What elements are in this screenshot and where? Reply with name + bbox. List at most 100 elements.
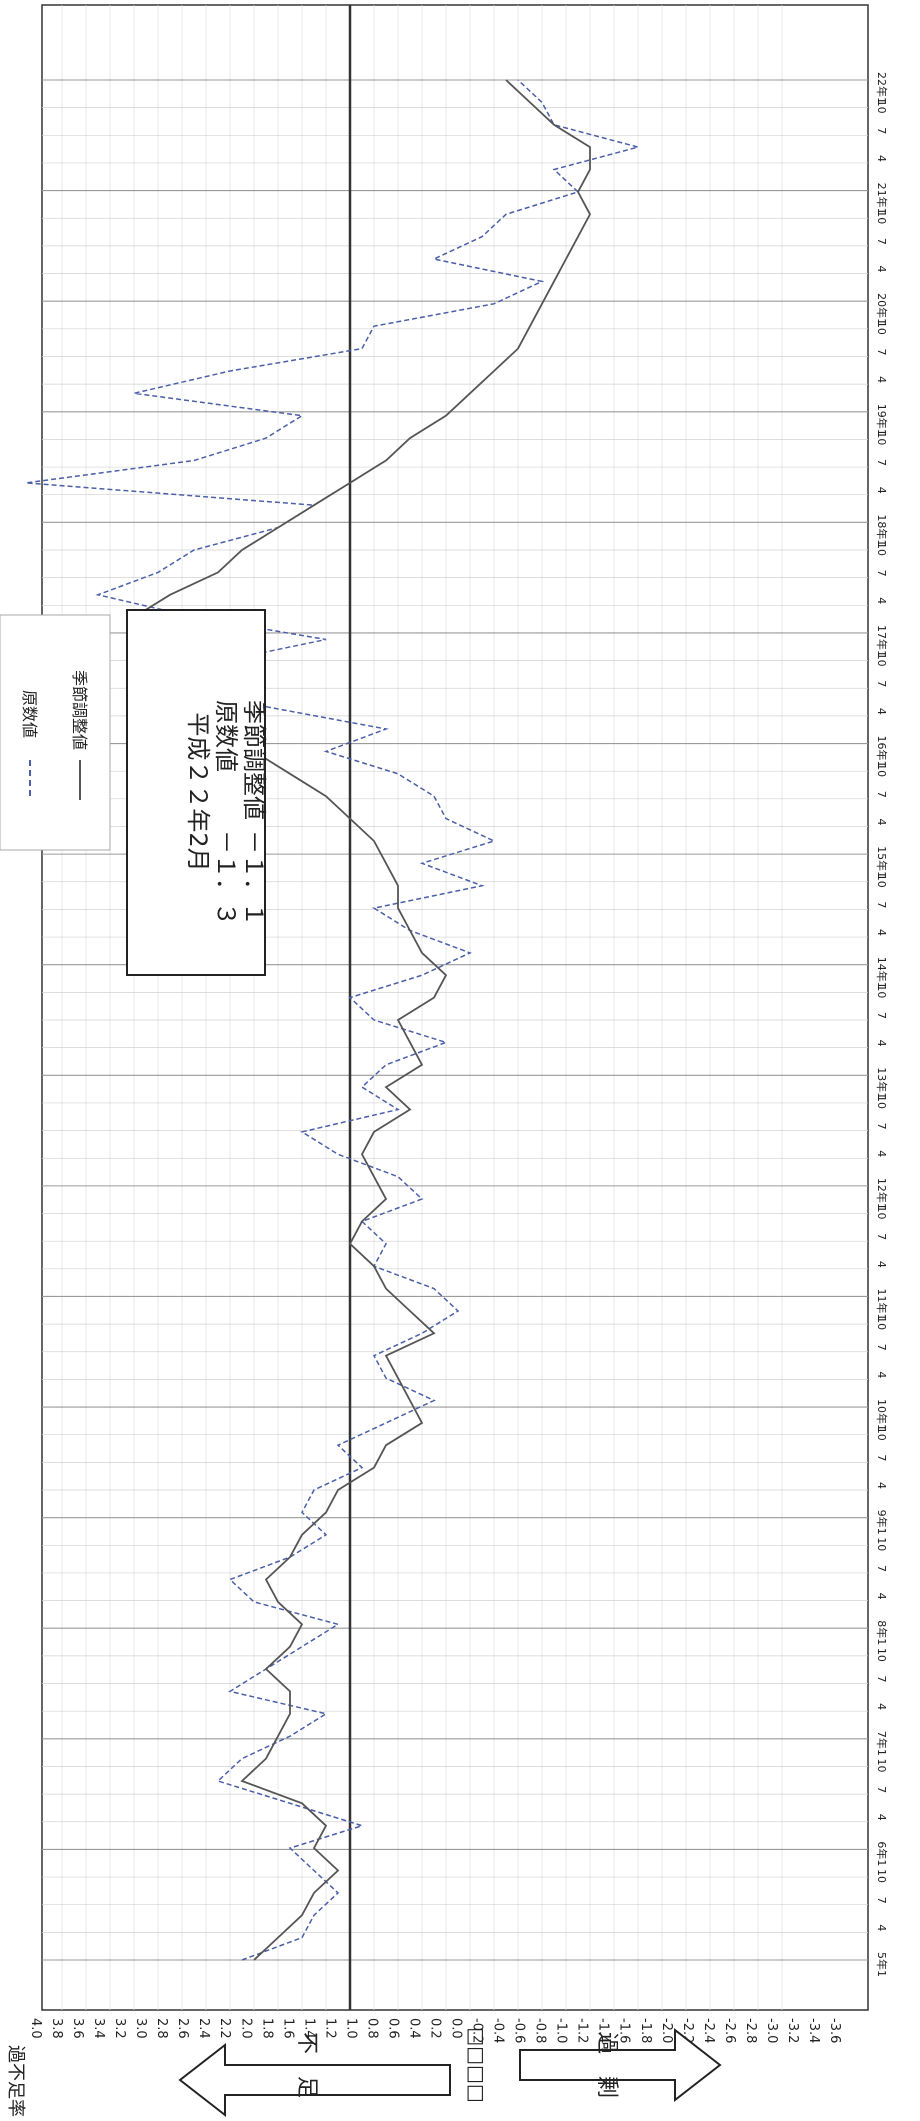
x-tick-label: 7	[875, 1676, 888, 1683]
x-tick-label: 10	[875, 1537, 888, 1551]
x-tick-label: 4	[875, 929, 888, 936]
y-tick-label: 1.6	[280, 2018, 295, 2039]
x-tick-label: 16年1	[875, 736, 889, 768]
y-tick-label: -0.6	[512, 2018, 527, 2043]
y-tick-label: 3.6	[70, 2018, 85, 2039]
annotation-raw-value: －１．３	[212, 830, 240, 926]
y-tick-label: 0.6	[385, 2018, 400, 2039]
x-tick-label: 4	[875, 1593, 888, 1600]
x-tick-label: 12年1	[875, 1178, 889, 1210]
y-tick-label: -1.2	[575, 2018, 590, 2043]
y-tick-label: 1.4	[301, 2018, 316, 2039]
y-tick-label: -0.8	[533, 2018, 548, 2043]
x-tick-label: 4	[875, 1371, 888, 1378]
x-tick-label: 4	[875, 1150, 888, 1157]
x-tick-label: 10	[875, 874, 888, 888]
x-tick-label: 22年1	[875, 72, 889, 104]
annotation-sa-value: －１．１	[240, 830, 268, 926]
y-tick-label: 1.2	[322, 2018, 337, 2039]
x-tick-label: 10	[875, 1869, 888, 1883]
x-tick-label: 4	[875, 376, 888, 383]
x-tick-label: 7	[875, 1233, 888, 1240]
y-tick-label: 2.0	[238, 2018, 253, 2039]
x-tick-label: 6年1	[875, 1841, 889, 1866]
x-tick-label: 4	[875, 487, 888, 494]
x-tick-label: 4	[875, 1482, 888, 1489]
x-tick-label: 18年1	[875, 514, 889, 546]
x-tick-label: 7	[875, 127, 888, 134]
center-label: □□□□	[465, 2027, 489, 2103]
x-tick-label: 14年1	[875, 957, 889, 989]
annotation-sa-label: 季節調整値	[240, 700, 268, 820]
x-tick-label: 17年1	[875, 625, 889, 657]
y-tick-label: 2.2	[217, 2018, 232, 2039]
y-tick-label: 1.8	[259, 2018, 274, 2039]
x-tick-label: 7年1	[875, 1731, 889, 1756]
y-tick-label: -3.2	[785, 2018, 800, 2043]
x-tick-label: 7	[875, 1454, 888, 1461]
series-line-seasonal	[132, 79, 592, 1961]
x-tick-label: 10年1	[875, 1399, 889, 1431]
x-tick-label: 7	[875, 791, 888, 798]
x-tick-label: 7	[875, 1897, 888, 1904]
x-tick-label: 20年1	[875, 293, 889, 325]
x-tick-label: 10	[875, 1095, 888, 1109]
x-tick-label: 10	[875, 1427, 888, 1441]
y-tick-label: 2.8	[154, 2018, 169, 2039]
x-tick-label: 7	[875, 1012, 888, 1019]
x-tick-label: 11年1	[875, 1288, 889, 1320]
x-tick-label: 13年1	[875, 1067, 889, 1099]
y-tick-label: -1.4	[596, 2018, 611, 2043]
legend: 原数値 季節調整値	[0, 614, 111, 851]
y-tick-label: 0.2	[428, 2018, 443, 2039]
y-tick-label: -1.6	[617, 2018, 632, 2043]
y-tick-label: -2.0	[659, 2018, 674, 2043]
plot-frame	[41, 4, 869, 2011]
plot-border	[41, 4, 869, 2011]
x-tick-label: 7	[875, 1123, 888, 1130]
y-tick-label: -0.2	[470, 2018, 485, 2043]
x-tick-label: 10	[875, 1648, 888, 1662]
y-tick-label: -0.4	[491, 2018, 506, 2043]
grid	[42, 5, 868, 2010]
x-tick-label: 15年1	[875, 846, 889, 878]
annotation-title: 平成２２年2月	[184, 712, 212, 871]
y-tick-label: 3.8	[49, 2018, 64, 2039]
y-tick-label: 2.4	[196, 2018, 211, 2039]
x-tick-label: 7	[875, 348, 888, 355]
x-tick-labels: 5年147106年147107年147108年147109年1471010年14…	[875, 72, 889, 1977]
x-tick-label: 4	[875, 597, 888, 604]
x-tick-label: 7	[875, 901, 888, 908]
x-tick-label: 10	[875, 542, 888, 556]
x-tick-label: 4	[875, 1703, 888, 1710]
y-tick-label: 0.0	[449, 2018, 464, 2039]
x-tick-label: 7	[875, 680, 888, 687]
x-tick-label: 19年1	[875, 404, 889, 436]
legend-label-raw: 原数値	[20, 690, 39, 738]
y-tick-label: 4.0	[28, 2018, 43, 2039]
x-tick-label: 4	[875, 1924, 888, 1931]
y-tick-label: -3.6	[827, 2018, 842, 2043]
y-tick-label: -2.4	[701, 2018, 716, 2043]
x-tick-label: 4	[875, 708, 888, 715]
y-tick-labels: 4.0 3.8 3.6 3.4 3.2 3.0 2.8 2.6 2.4 2.2 2.0 1.8 1.6 1…	[28, 2018, 842, 2043]
annotation-box: 平成２２年2月 原数値 －１．３ 季節調整値 －１．１	[126, 609, 268, 976]
x-tick-label: 9年1	[875, 1510, 889, 1535]
x-tick-label: 10	[875, 763, 888, 777]
x-tick-label: 7	[875, 1344, 888, 1351]
direction-arrows: 不 足 □□□□ 過 剰	[178, 2027, 722, 2118]
y-tick-label: -2.6	[722, 2018, 737, 2043]
x-tick-label: 10	[875, 984, 888, 998]
x-tick-label: 10	[875, 1316, 888, 1330]
surplus-label: 過 剰	[594, 2032, 619, 2098]
y-tick-label: 0.8	[364, 2018, 379, 2039]
x-tick-label: 10	[875, 100, 888, 114]
y-tick-label: -1.8	[638, 2018, 653, 2043]
y-tick-label: 3.4	[91, 2018, 106, 2039]
y-tick-label: 2.6	[175, 2018, 190, 2039]
x-tick-label: 10	[875, 321, 888, 335]
x-tick-label: 10	[875, 210, 888, 224]
shortage-arrow	[178, 2042, 451, 2118]
x-tick-label: 4	[875, 155, 888, 162]
